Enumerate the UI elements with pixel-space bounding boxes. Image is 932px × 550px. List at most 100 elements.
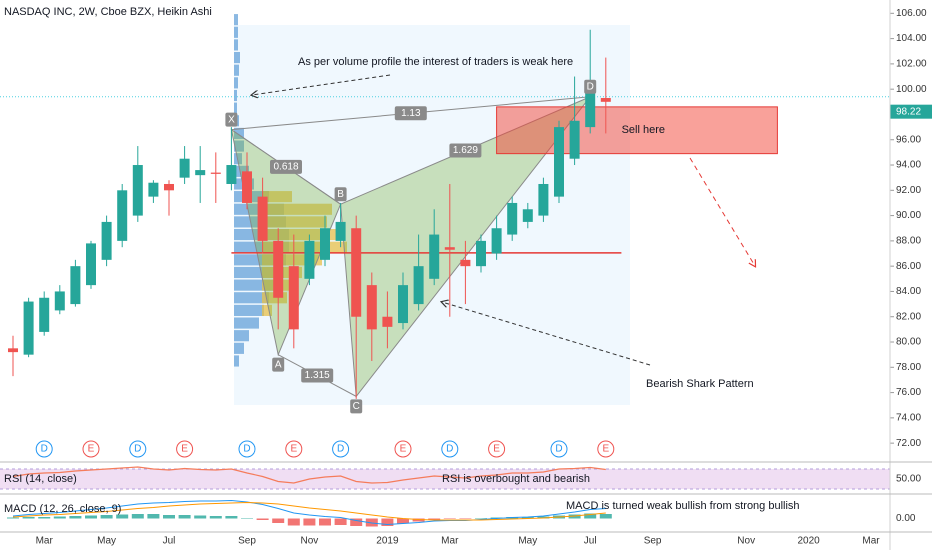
x-tick-label: Nov: [737, 536, 755, 547]
macd-histogram-bar: [397, 518, 409, 524]
ratio-label: 1.629: [453, 145, 478, 156]
candle-body: [366, 285, 377, 330]
pattern-point-label: B: [337, 189, 344, 200]
candle-body: [382, 316, 393, 327]
macd-histogram-bar: [319, 518, 331, 526]
y-tick-label: 100.00: [896, 84, 927, 95]
event-marker: [550, 440, 568, 458]
event-label: E: [400, 444, 407, 455]
volume-profile-bar: [234, 14, 238, 26]
x-tick-label: Mar: [441, 536, 459, 547]
macd-histogram-bar: [443, 518, 456, 519]
volume-profile-bar: [262, 228, 337, 241]
volume-profile-bar: [262, 304, 272, 316]
event-label: E: [181, 444, 188, 455]
candle-body: [86, 243, 96, 286]
macd-histogram-bar: [131, 514, 144, 519]
annotation: As per volume profile the interest of tr…: [298, 56, 573, 68]
x-tick-label: 2019: [376, 536, 399, 547]
pattern-point-label: D: [587, 81, 594, 92]
candle-body: [23, 301, 34, 355]
macd-histogram-bar: [272, 518, 285, 523]
x-tick-label: Jul: [584, 536, 597, 547]
macd-histogram-bar: [584, 513, 597, 519]
candle-body: [288, 266, 299, 330]
candle-body: [600, 98, 611, 102]
pattern-point-box: [334, 187, 347, 202]
macd-histogram-bar: [116, 514, 129, 519]
volume-profile-bar: [234, 317, 259, 329]
macd-line: [12, 499, 606, 526]
event-label: E: [493, 444, 500, 455]
pattern-point-box: [584, 79, 597, 94]
event-label: D: [243, 444, 250, 455]
volume-profile-bar: [234, 127, 244, 139]
macd-histogram-bar: [194, 515, 207, 519]
volume-profile-bar: [234, 330, 249, 342]
last-price-box: [890, 104, 932, 119]
y-tick-label: 88.00: [896, 236, 921, 247]
macd-histogram-bar: [350, 518, 363, 526]
event-label: D: [134, 444, 141, 455]
macd-histogram-bar: [85, 515, 97, 519]
y-tick-label: 50.00: [896, 474, 921, 485]
pattern-point-label: A: [275, 359, 282, 370]
candle-body: [569, 120, 580, 159]
event-label: D: [555, 444, 562, 455]
macd-histogram-bar: [178, 515, 191, 519]
macd-histogram-bar: [53, 516, 66, 519]
y-tick-label: 90.00: [896, 210, 921, 221]
candle-body: [54, 291, 65, 311]
candle-body: [8, 348, 18, 353]
candle-body: [273, 240, 284, 298]
volume-profile-bar: [234, 153, 242, 165]
candle-body: [444, 247, 455, 250]
volume-profile-bar: [234, 355, 239, 367]
y-tick-label: 104.00: [896, 33, 927, 44]
last-price-label: 98.22: [896, 106, 921, 117]
volume-profile-bar: [234, 266, 284, 279]
event-marker: [129, 440, 147, 458]
event-marker: [332, 440, 350, 458]
candle-body: [476, 240, 486, 267]
pattern-point-box: [350, 399, 363, 414]
volume-profile-bar: [234, 102, 237, 114]
x-tick-label: May: [518, 536, 537, 547]
event-marker: [488, 440, 506, 458]
macd-histogram-bar: [599, 514, 612, 519]
candle-body: [320, 228, 330, 260]
candle-body: [179, 158, 190, 178]
volume-profile-bar: [234, 304, 264, 316]
candle-body: [538, 183, 549, 216]
x-tick-label: Sep: [644, 536, 662, 547]
candle-body: [522, 209, 533, 222]
candle-body: [413, 266, 424, 305]
macd-histogram-bar: [7, 517, 19, 519]
volume-profile-bar: [234, 254, 286, 266]
candle-body: [226, 165, 237, 184]
pattern-point-label: X: [228, 114, 235, 125]
candle-body: [117, 190, 128, 241]
rsi-note: RSI is overbought and bearish: [442, 473, 590, 485]
volume-profile-bar: [234, 26, 238, 38]
ratio-label: 1.13: [401, 108, 421, 119]
macd-histogram-bar: [334, 518, 347, 525]
y-tick-label: 78.00: [896, 362, 921, 373]
volume-profile-bar: [262, 254, 322, 266]
y-tick-label: 84.00: [896, 286, 921, 297]
ratio-label: 0.618: [273, 162, 298, 173]
pattern-point-label: C: [353, 401, 360, 412]
candle-body: [460, 259, 471, 267]
zone-label: Sell here: [622, 124, 665, 136]
event-marker: [394, 440, 412, 458]
candle-body: [164, 183, 174, 191]
x-tick-label: Sep: [238, 536, 256, 547]
rsi-title: RSI (14, close): [4, 473, 77, 485]
candle-body: [195, 170, 206, 176]
candle-body: [429, 234, 440, 279]
macd-histogram-bar: [287, 518, 300, 526]
ratio-box: [301, 368, 334, 383]
macd-note: MACD is turned weak bullish from strong …: [566, 500, 800, 512]
event-label: E: [602, 444, 609, 455]
